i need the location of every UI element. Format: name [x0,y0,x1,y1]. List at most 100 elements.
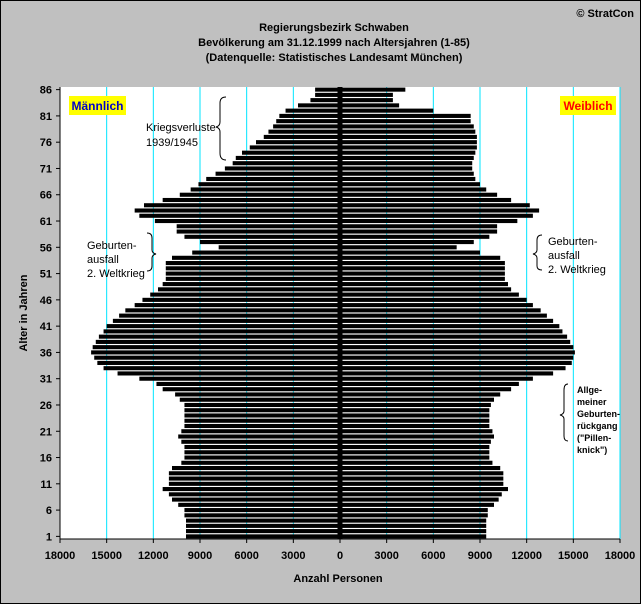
bar-female [340,261,505,266]
bar-female [340,203,530,208]
bar-male [165,271,340,276]
bar-male [184,418,340,423]
bar-male [162,282,340,287]
bar-male [150,292,340,297]
bar-male [92,345,341,350]
bar-female [340,134,477,139]
bar-male [263,134,340,139]
bar-female [340,529,487,534]
bar-female [340,460,493,465]
bar-male [97,360,340,365]
annotation-pillenknick: Allge- meiner Geburten- rückgang ("Pille… [577,385,620,455]
bar-male [139,376,340,381]
bar-male [298,103,340,108]
bar-female [340,297,527,302]
bar-female [340,113,471,118]
bar-female [340,129,476,134]
bar-male [224,166,340,171]
annotation-pillenknick-line-2: meiner [577,397,607,407]
bar-male [94,355,340,360]
bar-male [184,402,340,408]
bar-male [106,324,341,329]
bar-female [340,492,502,497]
bar-male [103,329,340,334]
bar-female [340,450,490,455]
bars [91,87,575,539]
bar-male [215,171,340,176]
y-tick-label: 26 [40,400,52,412]
bar-male [181,439,340,444]
y-tick-label: 16 [40,453,52,465]
bar-female [340,366,566,371]
bar-female [340,318,554,323]
bar-male [172,255,340,260]
y-tick-label: 6 [46,505,52,517]
bar-male [178,502,340,507]
annotation-male-geburtenausfall-line-2: ausfall [87,254,119,266]
bar-male [184,234,340,239]
bar-male [206,176,340,182]
bar-male [190,187,340,192]
bar-male [112,318,340,323]
y-tick-label: 11 [40,479,52,491]
bar-male [179,397,340,402]
bar-female [340,381,519,387]
bar-female [340,339,571,344]
bar-female [340,292,519,297]
x-axis-label: Anzahl Personen [293,573,383,585]
bar-female [340,218,518,224]
bar-male [184,423,340,429]
y-tick-label: 36 [40,347,52,359]
bar-male [198,182,340,187]
bar-female [340,287,512,292]
bar-male [158,287,340,292]
bar-female [340,418,490,423]
bar-female [340,119,471,124]
bar-male [184,508,340,513]
bar-female [340,439,491,444]
bar-female [340,192,498,197]
legend-male-box [69,96,126,115]
bar-male [103,366,340,371]
y-tick-label: 51 [40,269,52,281]
brace-kriegsverluste [215,96,227,161]
x-tick-label: 15000 [91,550,122,562]
bar-male [168,492,340,497]
bar-female [340,455,490,460]
bar-male [184,408,340,413]
annotation-kriegsverluste-line-1: Kriegsverluste [146,122,216,134]
annotation-male-geburtenausfall-line-1: Geburten- [87,240,137,252]
bar-male [273,124,340,129]
bar-male [139,213,340,218]
legend-female-box [560,96,616,115]
annotation-pillenknick-line-1: Allge- [577,385,602,395]
bar-female [340,523,487,528]
bar-male [119,313,340,318]
bar-male [175,392,340,397]
bar-female [340,234,490,239]
chart-title-line-3: (Datenquelle: Statistisches Landesamt Mü… [206,52,463,64]
bar-female [340,250,480,255]
y-tick-label: 71 [40,163,52,175]
bar-male [256,140,340,145]
bar-female [340,497,499,502]
y-tick-label: 1 [46,531,52,543]
bar-female [340,224,498,229]
bar-female [340,239,474,245]
x-tick-label: 9000 [468,550,492,562]
bar-female [340,371,554,376]
y-tick-label: 66 [40,190,52,202]
bar-male [168,471,340,476]
bar-male [315,87,340,92]
annotation-pillenknick-line-3: Geburten- [577,409,620,419]
bar-male [178,434,340,439]
bar-female [340,397,494,402]
bar-female [340,282,508,287]
annotation-female-geburtenausfall-line-1: Geburten- [548,236,598,248]
bar-female [340,334,568,339]
bar-female [340,360,572,365]
bar-female [340,429,493,434]
bar-male [186,518,340,523]
